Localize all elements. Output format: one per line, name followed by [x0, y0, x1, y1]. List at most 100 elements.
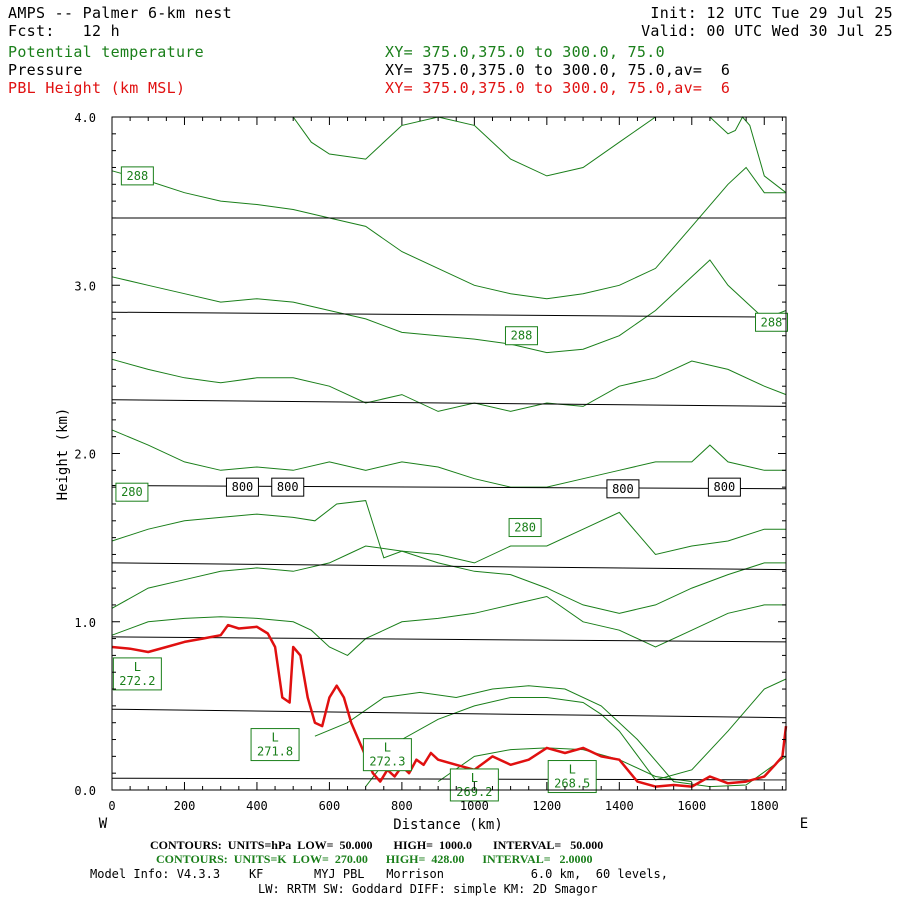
pressure-contour-4 [111, 485, 787, 490]
pressure-contour-6 [111, 311, 787, 318]
theta-label-1-box [504, 326, 538, 346]
pbl-series [111, 623, 788, 788]
theta-label-2-text: 288 [761, 315, 783, 329]
x-tick-label-7: 1400 [605, 799, 634, 813]
theta-label-3-box [115, 482, 149, 502]
west-label: W [99, 816, 108, 832]
footer-physics: LW: RRTM SW: Goddard DIFF: simple KM: 2D… [258, 882, 598, 896]
pressure-contour-1 [111, 708, 787, 719]
theta-label-0-box [120, 166, 154, 186]
x-axis-label: Distance (km) [393, 817, 503, 833]
x-tick-label-0: 0 [108, 799, 115, 813]
low-label-1-text: L [271, 731, 278, 745]
theta-contour-8 [314, 685, 787, 788]
x-tick-label-3: 600 [319, 799, 341, 813]
field-pressure-xy: XY= 375.0,375.0 to 300.0, 75.0,av= 6 [385, 61, 731, 79]
pressure-label-1-text: 800 [277, 480, 299, 494]
field-theta-xy: XY= 375.0,375.0 to 300.0, 75.0 [385, 43, 665, 61]
low-label-0-text: L [134, 660, 141, 674]
pressure-label-3-text: 800 [714, 480, 736, 494]
theta-label-1-text: 288 [511, 329, 533, 343]
theta-contour-6 [111, 166, 786, 300]
pressure-label-0-box [225, 477, 259, 497]
theta-label-4-text: 280 [514, 521, 536, 535]
theta-contour-2 [111, 500, 786, 564]
low-label-1-box [250, 728, 300, 762]
low-label-4-box [547, 760, 597, 794]
pressure-contour-3 [111, 562, 787, 571]
x-tick-label-4: 800 [391, 799, 413, 813]
y-tick-label-1: 1.0 [74, 616, 96, 630]
footer-theta-contours: CONTOURS: UNITS=K LOW= 270.00 HIGH= 428.… [156, 852, 593, 866]
theta-contour-5 [111, 259, 787, 354]
pressure-label-3-box [707, 477, 741, 497]
axis-ticks: 0 200 400 600 800 1000 1200 1400 1600 1800 0.0 1.0 2… [74, 111, 786, 813]
low-label-1-text: 271.8 [257, 745, 293, 759]
low-label-3-text: L [471, 771, 478, 785]
pressure-contour-0 [111, 777, 787, 781]
init-time: Init: 12 UTC Tue 29 Jul 25 [650, 4, 893, 22]
x-tick-label-9: 1800 [750, 799, 779, 813]
theta-label-3-text: 280 [121, 485, 143, 499]
pressure-contour-2 [111, 636, 787, 643]
theta-label-1: 288 [504, 326, 538, 346]
pressure-label-0: 800 [225, 477, 259, 497]
y-tick-label-4: 4.0 [74, 111, 96, 125]
field-pressure-name: Pressure [8, 61, 83, 79]
low-label-2-text: L [384, 741, 391, 755]
pressure-label-1: 800 [271, 477, 305, 497]
pressure-contours [111, 217, 787, 781]
x-tick-label-2: 400 [246, 799, 268, 813]
y-axis-label: Height (km) [55, 408, 71, 501]
low-label-3-text: 269.2 [456, 785, 492, 799]
pressure-label-2: 800 [606, 479, 640, 499]
theta-label-4-box [508, 518, 542, 538]
field-theta-name: Potential temperature [8, 43, 204, 61]
pressure-label-3: 800 [707, 477, 741, 497]
chart-title: AMPS -- Palmer 6-km nest [8, 4, 232, 22]
theta-label-2-box [755, 312, 789, 332]
theta-label-4: 280 [508, 518, 542, 538]
theta-contours [111, 116, 787, 788]
theta-contour-9 [365, 678, 787, 787]
low-label-0-text: 272.2 [119, 674, 155, 688]
pressure-label-2-box [606, 479, 640, 499]
pbl-height-line [111, 623, 788, 788]
theta-contour-3 [111, 429, 786, 488]
x-tick-label-1: 200 [174, 799, 196, 813]
forecast-hour: Fcst: 12 h [8, 22, 120, 40]
x-tick-label-5: 1000 [460, 799, 489, 813]
low-label-4-text: 268.5 [554, 777, 590, 791]
theta-label-0: 288 [120, 166, 154, 186]
footer-model-info: Model Info: V4.3.3 KF MYJ PBL Morrison 6… [90, 867, 668, 881]
low-label-4-text: L [569, 763, 576, 777]
theta-contour-0 [111, 595, 786, 656]
low-label-0-box [112, 657, 162, 691]
theta-contour-4 [111, 358, 787, 412]
east-label: E [800, 816, 808, 832]
theta-contour-1 [111, 545, 786, 614]
pressure-label-1-box [271, 477, 305, 497]
field-pbl-xy: XY= 375.0,375.0 to 300.0, 75.0,av= 6 [385, 79, 731, 97]
theta-label-0-text: 288 [127, 169, 149, 183]
low-label-2-box [362, 738, 412, 772]
pressure-label-2-text: 800 [612, 482, 634, 496]
y-tick-label-3: 3.0 [74, 279, 96, 293]
y-tick-label-0: 0.0 [74, 784, 96, 798]
footer-pressure-contours: CONTOURS: UNITS=hPa LOW= 50.000 HIGH= 10… [150, 838, 604, 852]
field-pbl-name: PBL Height (km MSL) [8, 79, 186, 97]
theta-label-3: 280 [115, 482, 149, 502]
y-tick-label-2: 2.0 [74, 448, 96, 462]
theta-contour-7 [292, 116, 787, 194]
x-tick-label-6: 1200 [532, 799, 561, 813]
low-label-2-text: 272.3 [369, 755, 405, 769]
x-tick-label-8: 1600 [677, 799, 706, 813]
theta-label-2: 288 [755, 312, 789, 332]
pressure-contour-5 [111, 399, 787, 407]
